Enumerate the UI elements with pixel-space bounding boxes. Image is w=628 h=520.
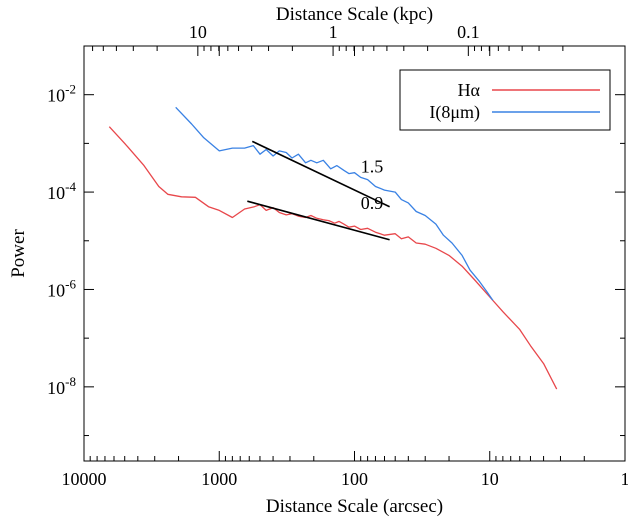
y-tick-exponent: -2 xyxy=(65,82,76,97)
y-tick-base: 10 xyxy=(47,378,65,398)
y-tick-exponent: -8 xyxy=(65,374,76,389)
legend-box xyxy=(399,69,611,131)
x2-tick-label: 1 xyxy=(329,22,338,42)
y-tick-label: 10-6 xyxy=(47,276,76,300)
x-axis-title: Distance Scale (arcsec) xyxy=(266,496,443,517)
x-tick-label: 1 xyxy=(621,469,628,489)
legend-label-1: I(8μm) xyxy=(429,102,480,123)
y-tick-label: 10-8 xyxy=(47,374,76,398)
y-tick-base: 10 xyxy=(47,183,65,203)
x2-axis-title: Distance Scale (kpc) xyxy=(276,4,433,25)
fit-line-0 xyxy=(251,140,390,208)
series-line-0 xyxy=(108,126,558,390)
y-tick-exponent: -4 xyxy=(65,179,76,194)
x-tick-label: 1000 xyxy=(201,469,237,489)
y-tick-base: 10 xyxy=(47,86,65,106)
y-tick-label: 10-2 xyxy=(47,82,76,106)
y-tick-exponent: -6 xyxy=(65,276,76,291)
x-tick-label: 10 xyxy=(481,469,499,489)
fit-slope-label: 1.5 xyxy=(361,157,384,177)
x2-tick-label: 10 xyxy=(189,22,207,42)
series-line-1 xyxy=(175,106,494,301)
y-tick-label: 10-4 xyxy=(47,179,76,203)
x2-tick-label: 0.1 xyxy=(457,22,480,42)
legend-label-0: Hα xyxy=(458,80,481,100)
y-tick-base: 10 xyxy=(47,280,65,300)
y-axis-title: Power xyxy=(8,229,29,278)
x-tick-label: 100 xyxy=(341,469,368,489)
x-tick-label: 10000 xyxy=(62,469,107,489)
fit-slope-label: 0.9 xyxy=(361,193,384,213)
fit-line-1 xyxy=(247,200,390,241)
